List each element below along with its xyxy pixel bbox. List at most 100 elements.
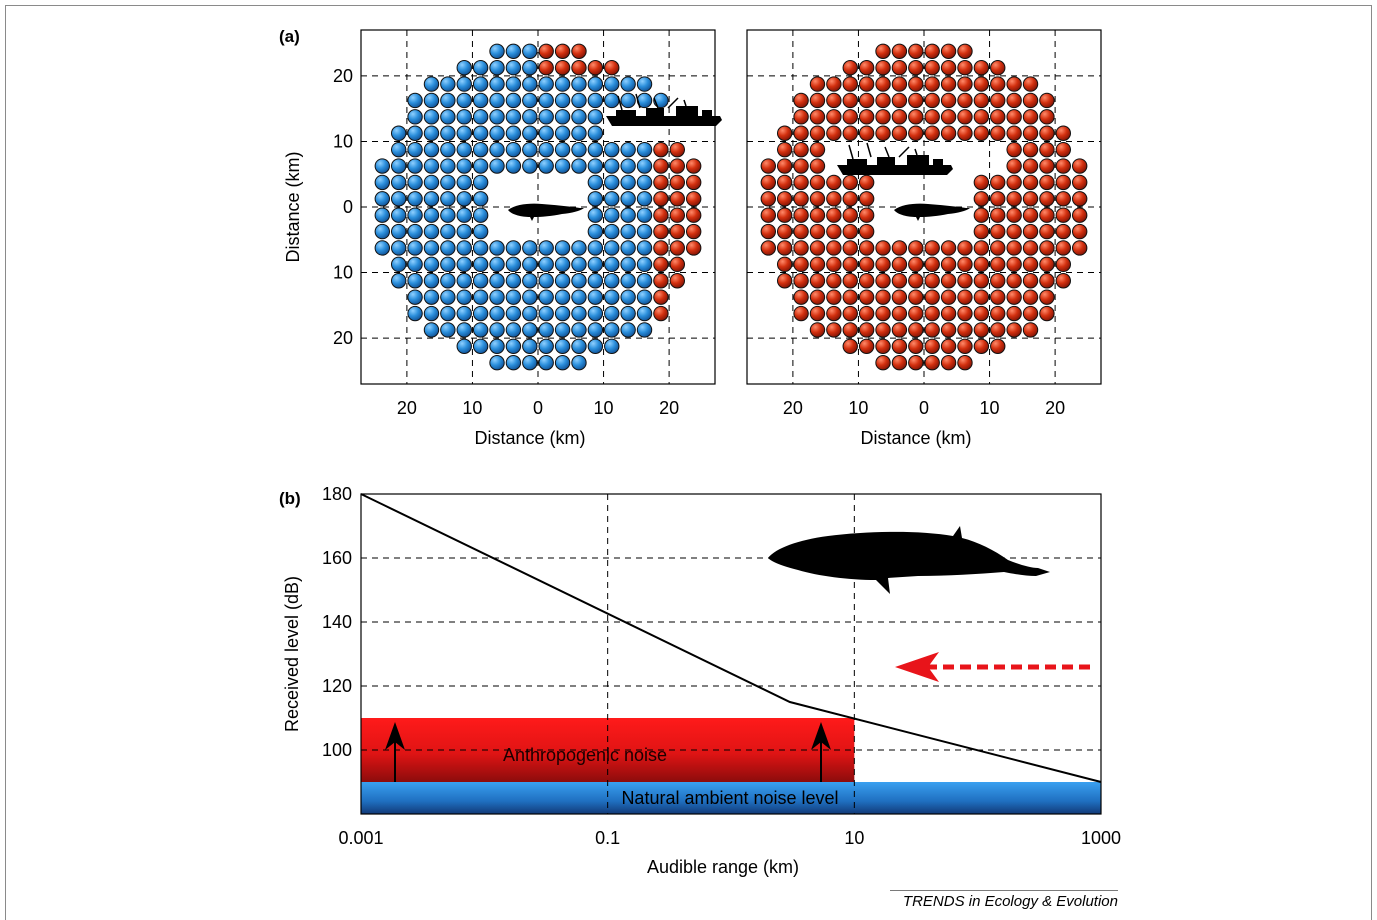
detection-point bbox=[423, 289, 440, 305]
detection-point bbox=[390, 141, 407, 158]
masked-detection-point bbox=[776, 158, 793, 174]
masked-detection-point bbox=[908, 289, 924, 305]
panel-a-left-xlabel: Distance (km) bbox=[474, 428, 585, 448]
masked-detection-point bbox=[793, 240, 809, 256]
masked-detection-point bbox=[1039, 92, 1055, 109]
masked-detection-point bbox=[1055, 256, 1072, 273]
credit-rule bbox=[890, 890, 1118, 891]
detection-point bbox=[489, 125, 505, 141]
masked-detection-point bbox=[1006, 76, 1022, 92]
masked-detection-point bbox=[891, 305, 908, 322]
detection-point bbox=[390, 273, 407, 289]
masked-detection-point bbox=[1071, 174, 1088, 191]
detection-point bbox=[587, 240, 604, 256]
masked-detection-point bbox=[1039, 141, 1055, 158]
masked-detection-point bbox=[793, 92, 809, 109]
masked-detection-point bbox=[973, 223, 990, 240]
masked-detection-point bbox=[809, 256, 826, 273]
masked-detection-point bbox=[1071, 191, 1088, 207]
detection-point bbox=[604, 207, 620, 223]
masked-detection-point bbox=[776, 273, 793, 289]
masked-detection-point bbox=[809, 141, 826, 158]
masked-detection-point bbox=[685, 207, 702, 223]
detection-point bbox=[407, 207, 423, 223]
masked-detection-point bbox=[990, 338, 1006, 355]
detection-point bbox=[440, 322, 456, 338]
detection-point bbox=[538, 273, 554, 289]
masked-detection-point bbox=[842, 191, 858, 207]
masked-detection-point bbox=[891, 92, 908, 109]
masked-detection-point bbox=[957, 305, 973, 322]
detection-point bbox=[522, 305, 538, 322]
detection-point bbox=[390, 240, 407, 256]
masked-detection-point bbox=[793, 223, 809, 240]
masked-detection-point bbox=[1006, 240, 1022, 256]
detection-point bbox=[538, 354, 554, 371]
detection-point bbox=[554, 92, 571, 109]
detection-point bbox=[587, 322, 604, 338]
masked-detection-point bbox=[793, 256, 809, 273]
masked-detection-point bbox=[990, 59, 1006, 76]
masked-detection-point bbox=[1022, 191, 1039, 207]
masked-detection-point bbox=[587, 59, 604, 76]
masked-detection-point bbox=[924, 322, 940, 338]
detection-point bbox=[587, 141, 604, 158]
masked-detection-point bbox=[1022, 256, 1039, 273]
masked-detection-point bbox=[604, 59, 620, 76]
x-tick-label: 0.1 bbox=[595, 828, 620, 848]
detection-point bbox=[407, 158, 423, 174]
x-tick-label: 20 bbox=[397, 398, 417, 418]
masked-detection-point bbox=[908, 76, 924, 92]
masked-detection-point bbox=[875, 354, 891, 371]
masked-detection-point bbox=[1071, 223, 1088, 240]
detection-point bbox=[374, 240, 391, 256]
detection-point bbox=[407, 240, 423, 256]
detection-point bbox=[538, 338, 554, 355]
x-tick-label: 20 bbox=[783, 398, 803, 418]
detection-point bbox=[620, 141, 636, 158]
detection-point bbox=[456, 338, 472, 355]
y-tick-label: 180 bbox=[322, 484, 352, 504]
detection-point bbox=[407, 191, 423, 207]
detection-point bbox=[374, 207, 391, 223]
masked-detection-point bbox=[875, 92, 891, 109]
detection-point bbox=[587, 109, 604, 125]
masked-detection-point bbox=[940, 289, 957, 305]
detection-point bbox=[390, 158, 407, 174]
masked-detection-point bbox=[891, 240, 908, 256]
masked-detection-point bbox=[940, 109, 957, 125]
figure-frame bbox=[5, 5, 1372, 920]
up-arrow-icon bbox=[811, 722, 831, 782]
masked-detection-point bbox=[908, 322, 924, 338]
panel-b-label: (b) bbox=[279, 489, 301, 508]
masked-detection-point bbox=[940, 240, 957, 256]
masked-detection-point bbox=[776, 141, 793, 158]
masked-detection-point bbox=[858, 338, 875, 355]
detection-point bbox=[620, 240, 636, 256]
detection-point bbox=[538, 289, 554, 305]
masked-detection-point bbox=[924, 92, 940, 109]
masked-detection-point bbox=[1055, 240, 1072, 256]
masked-detection-point bbox=[1071, 240, 1088, 256]
detection-point bbox=[505, 92, 522, 109]
masked-detection-point bbox=[538, 59, 554, 76]
detection-point bbox=[440, 109, 456, 125]
masked-detection-point bbox=[957, 109, 973, 125]
detection-point bbox=[407, 109, 423, 125]
masked-detection-point bbox=[1006, 273, 1022, 289]
x-tick-label: 10 bbox=[462, 398, 482, 418]
masked-detection-point bbox=[990, 125, 1006, 141]
detection-point bbox=[472, 223, 489, 240]
detection-point bbox=[554, 76, 571, 92]
masked-detection-point bbox=[858, 305, 875, 322]
masked-detection-point bbox=[1022, 174, 1039, 191]
detection-point bbox=[587, 256, 604, 273]
panel-a-right-xlabel: Distance (km) bbox=[860, 428, 971, 448]
detection-point bbox=[554, 141, 571, 158]
detection-point bbox=[604, 141, 620, 158]
masked-detection-point bbox=[826, 109, 842, 125]
masked-detection-point bbox=[842, 92, 858, 109]
detection-point bbox=[538, 256, 554, 273]
masked-detection-point bbox=[957, 354, 973, 371]
detection-point bbox=[489, 76, 505, 92]
